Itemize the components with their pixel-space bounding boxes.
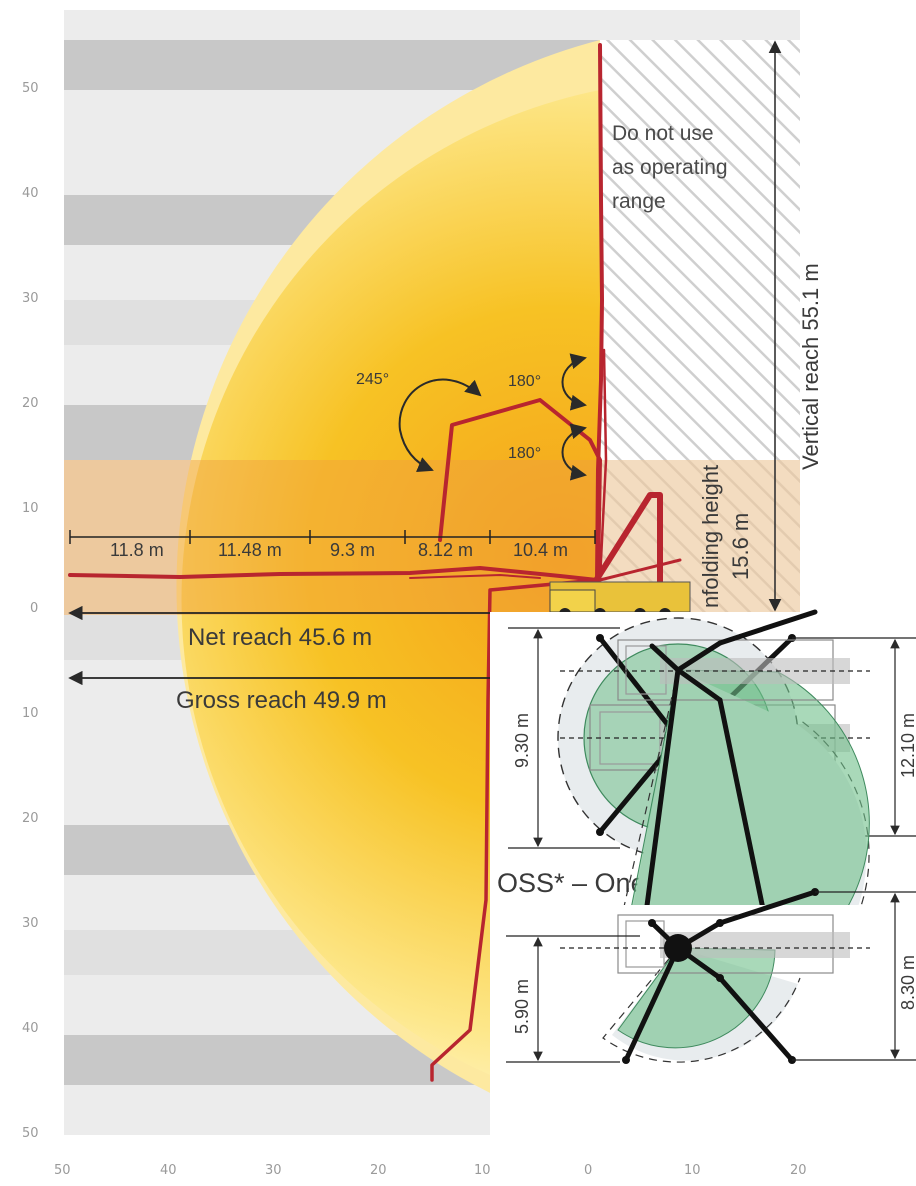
x-tick-0: 0: [584, 1163, 592, 1178]
full-length-label: 12.10 m: [898, 713, 916, 778]
no-operation-zone: [600, 40, 800, 460]
x-tick-20: 20: [370, 1163, 387, 1178]
angle-180-top-label: 180°: [508, 373, 541, 390]
do-not-use-line1: Do not use: [612, 122, 714, 145]
do-not-use-note: Do not use as operating range: [612, 122, 728, 213]
y-tick-10-top: 10: [22, 501, 39, 516]
y-tick-30-top: 30: [22, 291, 39, 306]
segment-5-label: 10.4 m: [513, 540, 568, 560]
oss-support-diagram: 5.90 m 8.30 m: [506, 888, 916, 1064]
y-axis-ticks: 50 40 30 20 10 0 10 20 30 40 50: [22, 81, 39, 1141]
y-tick-10-bottom: 10: [22, 706, 39, 721]
x-tick-10-right: 10: [684, 1163, 701, 1178]
oss-width-label: 5.90 m: [512, 979, 532, 1034]
segment-2-label: 11.48 m: [218, 540, 282, 560]
do-not-use-line2: as operating: [612, 156, 728, 179]
y-tick-20-bottom: 20: [22, 811, 39, 826]
segment-dimensions: 11.8 m 11.48 m 9.3 m 8.12 m 10.4 m: [69, 530, 596, 560]
net-reach-label: Net reach 45.6 m: [188, 624, 372, 651]
y-tick-20-top: 20: [22, 396, 39, 411]
x-tick-50: 50: [54, 1163, 71, 1178]
angle-180-bottom-label: 180°: [508, 445, 541, 462]
y-tick-40-top: 40: [22, 186, 39, 201]
x-tick-10: 10: [474, 1163, 491, 1178]
do-not-use-line3: range: [612, 190, 666, 213]
angle-245-label: 245°: [356, 371, 389, 388]
y-tick-0: 0: [30, 601, 38, 616]
oss-length-label: 8.30 m: [898, 955, 916, 1010]
gross-reach-label: Gross reach 49.9 m: [176, 687, 387, 714]
full-width-label: 9.30 m: [512, 713, 532, 768]
y-tick-50-top: 50: [22, 81, 39, 96]
unfolding-height-value: 15.6 m: [728, 513, 753, 580]
x-tick-40: 40: [160, 1163, 177, 1178]
y-tick-50-bottom: 50: [22, 1126, 39, 1141]
unfolding-height-label: nfolding height: [698, 465, 723, 608]
vertical-reach-label: Vertical reach 55.1 m: [798, 263, 823, 470]
rotation-arrows: [398, 353, 587, 481]
y-tick-30-bottom: 30: [22, 916, 39, 931]
x-tick-20-right: 20: [790, 1163, 807, 1178]
x-tick-30: 30: [265, 1163, 282, 1178]
y-tick-40-bottom: 40: [22, 1021, 39, 1036]
segment-4-label: 8.12 m: [418, 540, 473, 560]
segment-1-label: 11.8 m: [110, 540, 164, 560]
x-axis-ticks: 50 40 30 20 10 0 10 20: [54, 1163, 807, 1178]
segment-3-label: 9.3 m: [330, 540, 375, 560]
